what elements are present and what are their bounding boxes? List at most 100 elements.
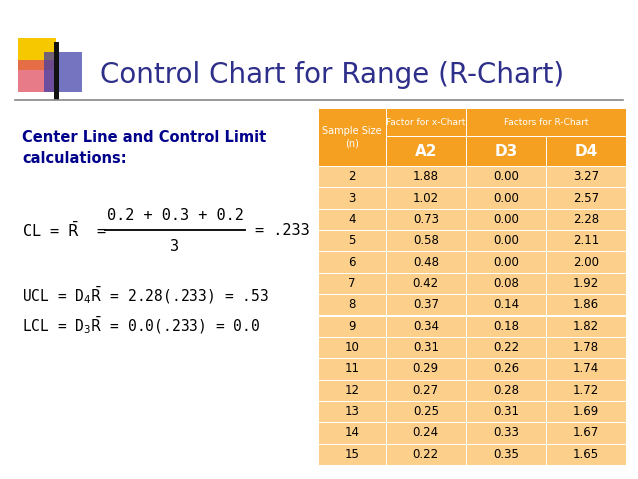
- Text: 0.27: 0.27: [413, 384, 439, 397]
- Bar: [466, 187, 546, 209]
- Text: 5: 5: [348, 234, 355, 247]
- Text: = .233: = .233: [255, 223, 310, 238]
- Bar: [44, 52, 82, 92]
- Bar: [318, 187, 386, 209]
- Bar: [386, 379, 466, 401]
- Text: 14: 14: [345, 426, 359, 439]
- Bar: [466, 230, 546, 251]
- Bar: [386, 422, 466, 444]
- Bar: [318, 379, 386, 401]
- Bar: [466, 337, 546, 358]
- Text: 13: 13: [345, 405, 359, 418]
- Bar: [318, 422, 386, 444]
- Text: 0.00: 0.00: [493, 234, 519, 247]
- Bar: [386, 273, 466, 294]
- Bar: [466, 401, 546, 422]
- Bar: [386, 230, 466, 251]
- Text: 0.14: 0.14: [493, 298, 519, 311]
- Bar: [318, 166, 386, 187]
- Text: 0.58: 0.58: [413, 234, 439, 247]
- Bar: [386, 187, 466, 209]
- Text: Control Chart for Range (R-Chart): Control Chart for Range (R-Chart): [100, 61, 564, 89]
- Text: UCL = D$_4\bar{\rm R}$ = 2.28(.233) = .53: UCL = D$_4\bar{\rm R}$ = 2.28(.233) = .5…: [22, 284, 269, 306]
- Text: Sample Size
(n): Sample Size (n): [322, 126, 382, 148]
- Text: Center Line and Control Limit
calculations:: Center Line and Control Limit calculatio…: [22, 130, 266, 166]
- Bar: [546, 422, 626, 444]
- Text: 1.69: 1.69: [573, 405, 599, 418]
- Bar: [18, 38, 56, 70]
- Text: 0.00: 0.00: [493, 170, 519, 183]
- Text: 3: 3: [170, 239, 179, 253]
- Bar: [546, 379, 626, 401]
- Bar: [546, 136, 626, 166]
- Text: 1.78: 1.78: [573, 341, 599, 354]
- Text: 0.08: 0.08: [493, 277, 519, 290]
- Bar: [318, 337, 386, 358]
- Text: 0.28: 0.28: [493, 384, 519, 397]
- Text: 8: 8: [348, 298, 355, 311]
- Bar: [44, 52, 82, 92]
- Bar: [466, 136, 546, 166]
- Bar: [18, 60, 56, 92]
- Text: D3: D3: [494, 144, 517, 159]
- Bar: [318, 294, 386, 316]
- Bar: [546, 209, 626, 230]
- Text: 0.00: 0.00: [493, 256, 519, 269]
- Bar: [466, 209, 546, 230]
- Bar: [466, 316, 546, 337]
- Bar: [466, 379, 546, 401]
- Bar: [318, 358, 386, 379]
- Text: 1.82: 1.82: [573, 319, 599, 333]
- Bar: [318, 316, 386, 337]
- Bar: [386, 294, 466, 316]
- Bar: [546, 294, 626, 316]
- Text: 6: 6: [348, 256, 355, 269]
- Text: 1.74: 1.74: [573, 363, 599, 376]
- Bar: [318, 444, 386, 465]
- Bar: [386, 316, 466, 337]
- Bar: [386, 108, 466, 136]
- Text: 0.00: 0.00: [493, 192, 519, 205]
- Text: 2.28: 2.28: [573, 213, 599, 226]
- Bar: [318, 108, 386, 166]
- Bar: [466, 444, 546, 465]
- Bar: [318, 251, 386, 273]
- Bar: [466, 108, 626, 136]
- Text: 1.88: 1.88: [413, 170, 439, 183]
- Bar: [546, 187, 626, 209]
- Text: LCL = D$_3\bar{\rm R}$ = 0.0(.233) = 0.0: LCL = D$_3\bar{\rm R}$ = 0.0(.233) = 0.0: [22, 314, 260, 336]
- Text: 0.73: 0.73: [413, 213, 439, 226]
- Bar: [386, 444, 466, 465]
- Bar: [466, 273, 546, 294]
- Text: 0.31: 0.31: [413, 341, 439, 354]
- Text: 0.35: 0.35: [493, 448, 519, 461]
- Bar: [546, 230, 626, 251]
- Text: 0.29: 0.29: [413, 363, 439, 376]
- Bar: [546, 316, 626, 337]
- Bar: [386, 401, 466, 422]
- Bar: [466, 358, 546, 379]
- Text: 0.48: 0.48: [413, 256, 439, 269]
- Text: Factor for x-Chart: Factor for x-Chart: [386, 117, 466, 126]
- Text: A2: A2: [415, 144, 437, 159]
- Bar: [386, 136, 466, 166]
- Bar: [386, 337, 466, 358]
- Text: CL = $\bar{\rm R}$  =: CL = $\bar{\rm R}$ =: [22, 220, 107, 240]
- Bar: [466, 422, 546, 444]
- Text: D4: D4: [574, 144, 598, 159]
- Text: 1.02: 1.02: [413, 192, 439, 205]
- Bar: [466, 251, 546, 273]
- Text: 0.33: 0.33: [493, 426, 519, 439]
- Bar: [318, 209, 386, 230]
- Bar: [386, 166, 466, 187]
- Text: 2.00: 2.00: [573, 256, 599, 269]
- Text: 7: 7: [348, 277, 355, 290]
- Text: 0.25: 0.25: [413, 405, 439, 418]
- Text: 0.24: 0.24: [413, 426, 439, 439]
- Text: 0.37: 0.37: [413, 298, 439, 311]
- Bar: [318, 273, 386, 294]
- Text: 11: 11: [345, 363, 359, 376]
- Text: 1.72: 1.72: [573, 384, 599, 397]
- Text: 0.18: 0.18: [493, 319, 519, 333]
- Text: 0.34: 0.34: [413, 319, 439, 333]
